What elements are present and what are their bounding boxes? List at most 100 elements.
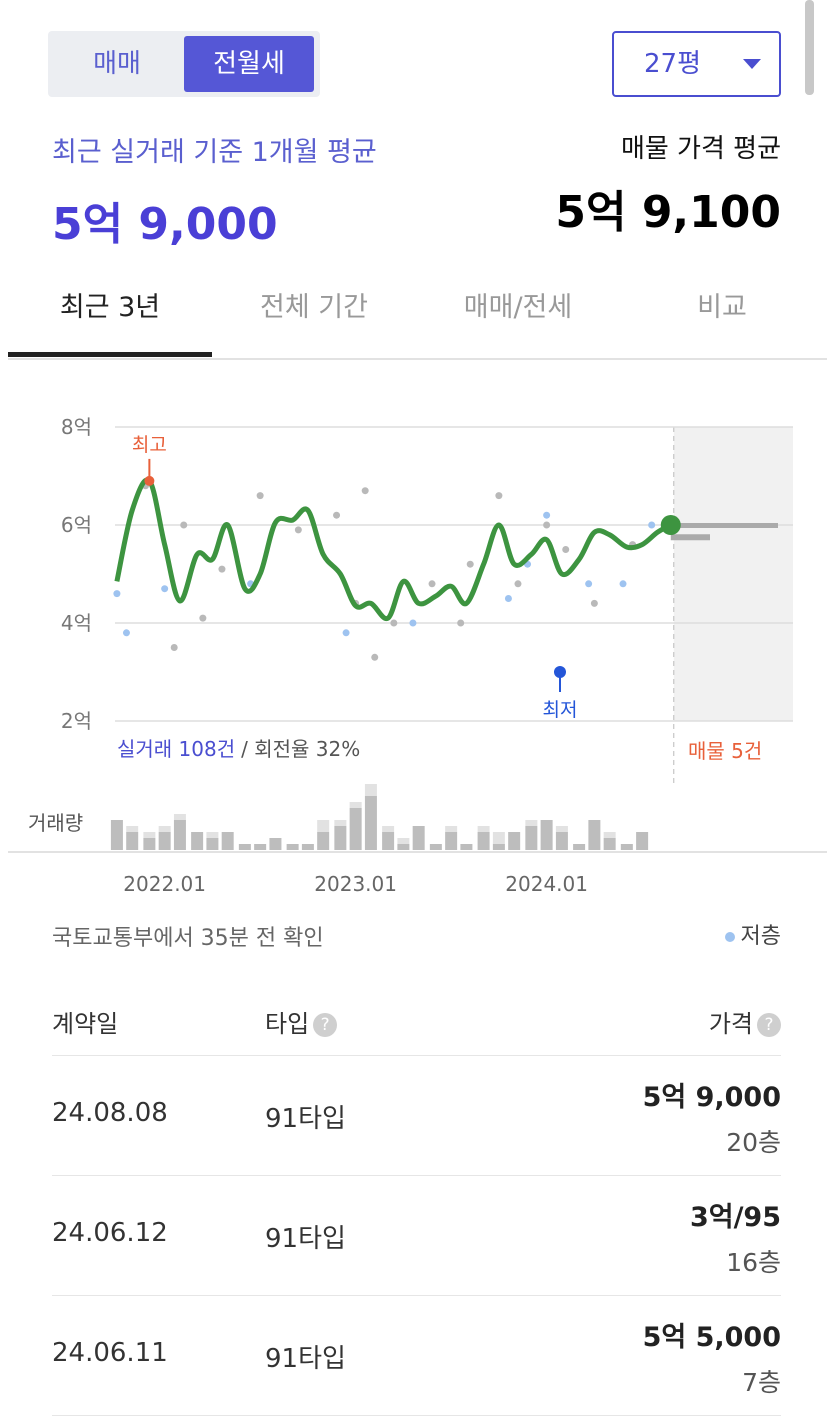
volume-bar: [126, 832, 139, 850]
volume-bar: [191, 832, 204, 850]
recent-price: 5억 9,000: [52, 199, 278, 250]
trade-point: [294, 526, 302, 534]
volume-bar: [382, 832, 395, 850]
trade-summary: 실거래 108건 / 회전율 32%: [117, 737, 360, 761]
y-tick-label: 2억: [61, 709, 92, 733]
turnover: / 회전율 32%: [241, 737, 360, 761]
price: 5억 9,000: [642, 1082, 781, 1113]
volume-bar: [364, 796, 377, 850]
volume-bar: [334, 826, 347, 850]
trade-point: [543, 521, 551, 529]
volume-label: 거래량: [28, 811, 83, 835]
volume-bar: [269, 838, 282, 850]
volume-bar: [143, 838, 156, 850]
volume-bar: [221, 832, 234, 850]
trade-point: [199, 614, 207, 622]
volume-bar-light: [126, 826, 139, 832]
tab[interactable]: 매매/전세: [463, 292, 573, 323]
table-header: 계약일: [52, 1010, 119, 1038]
trade-point: [562, 546, 570, 553]
trade-point: [170, 644, 178, 651]
listing-label: 매물 가격 평균: [620, 134, 781, 164]
volume-bar-light: [317, 820, 330, 832]
volume-bar: [429, 844, 442, 850]
volume-bar: [412, 826, 425, 850]
trade-point: [371, 653, 379, 661]
toggle-sale[interactable]: 매매: [93, 49, 141, 79]
volume-bar: [173, 820, 186, 850]
volume-bar-light: [143, 832, 156, 838]
trade-point: [180, 521, 188, 529]
high-label: 최고: [132, 434, 167, 456]
volume-bar-light: [206, 832, 219, 838]
trade-point: [457, 619, 465, 627]
price: 3억/95: [689, 1202, 781, 1233]
volume-bar-light: [397, 838, 410, 844]
volume-bar: [588, 820, 601, 850]
size-text: 27평: [644, 49, 702, 79]
contract-date: 24.08.08: [52, 1098, 168, 1128]
listing-price: 5억 9,100: [555, 187, 781, 238]
tab[interactable]: 전체 기간: [260, 292, 368, 323]
x-tick-label: 2022.01: [123, 872, 206, 896]
volume-bar: [445, 832, 458, 850]
volume-bar: [460, 844, 473, 850]
trade-point: [514, 580, 522, 588]
row-divider: [52, 1415, 781, 1416]
volume-bar: [317, 832, 330, 850]
volume-bar-light: [445, 826, 458, 832]
table-header: 타입?: [265, 1004, 338, 1039]
row-divider: [52, 1055, 781, 1056]
trade-point: [361, 487, 369, 495]
tab[interactable]: 최근 3년: [59, 292, 161, 323]
volume-bar-light: [477, 826, 490, 832]
unit-type: 91타입: [265, 1344, 346, 1374]
volume-bar-light: [492, 832, 505, 844]
trade-point: [590, 599, 598, 607]
low-floor-point: [504, 595, 512, 602]
volume-bar: [573, 844, 586, 850]
toggle-rent[interactable]: 전월세: [184, 36, 314, 92]
low-label: 최저: [543, 699, 578, 721]
tab[interactable]: 비교: [697, 292, 747, 323]
price-line: [114, 477, 672, 622]
volume-bar-light: [603, 832, 616, 838]
trade-point: [218, 565, 226, 573]
y-tick-label: 6억: [61, 513, 92, 537]
low-floor-point: [161, 585, 169, 593]
trade-count: 실거래 108건: [117, 737, 235, 761]
volume-bar: [238, 844, 251, 850]
unit-type: 91타입: [265, 1104, 346, 1134]
low-floor-point: [122, 629, 130, 637]
volume-bar-light: [382, 826, 395, 832]
volume-bar-light: [173, 814, 186, 820]
volume-bar: [349, 808, 362, 850]
x-tick-label: 2024.01: [505, 872, 588, 896]
volume-bar: [508, 832, 521, 850]
tabs: [8, 270, 827, 360]
volume-bar: [158, 832, 171, 850]
volume-bar: [492, 844, 505, 850]
row-divider: [52, 1295, 781, 1296]
volume-bar: [555, 832, 568, 850]
help-icon[interactable]: ?: [757, 1013, 781, 1037]
low-floor-point: [585, 580, 593, 588]
x-tick-label: 2023.01: [314, 872, 397, 896]
help-icon[interactable]: ?: [313, 1013, 338, 1037]
floor: 7층: [742, 1368, 781, 1397]
trade-point: [428, 580, 436, 588]
volume-bar: [620, 844, 633, 850]
size-select[interactable]: 27평: [612, 31, 781, 97]
high-point: [144, 475, 155, 486]
listing-area: [673, 427, 793, 721]
contract-date: 24.06.12: [52, 1218, 168, 1248]
floor: 20층: [726, 1128, 781, 1157]
recent-label: 최근 실거래 기준 1개월 평균: [52, 137, 377, 168]
trade-point: [390, 619, 398, 627]
volume-bar: [254, 844, 267, 850]
volume-bar: [477, 832, 490, 850]
low-floor-point: [342, 629, 350, 637]
trade-point: [466, 560, 474, 568]
row-divider: [52, 1175, 781, 1176]
